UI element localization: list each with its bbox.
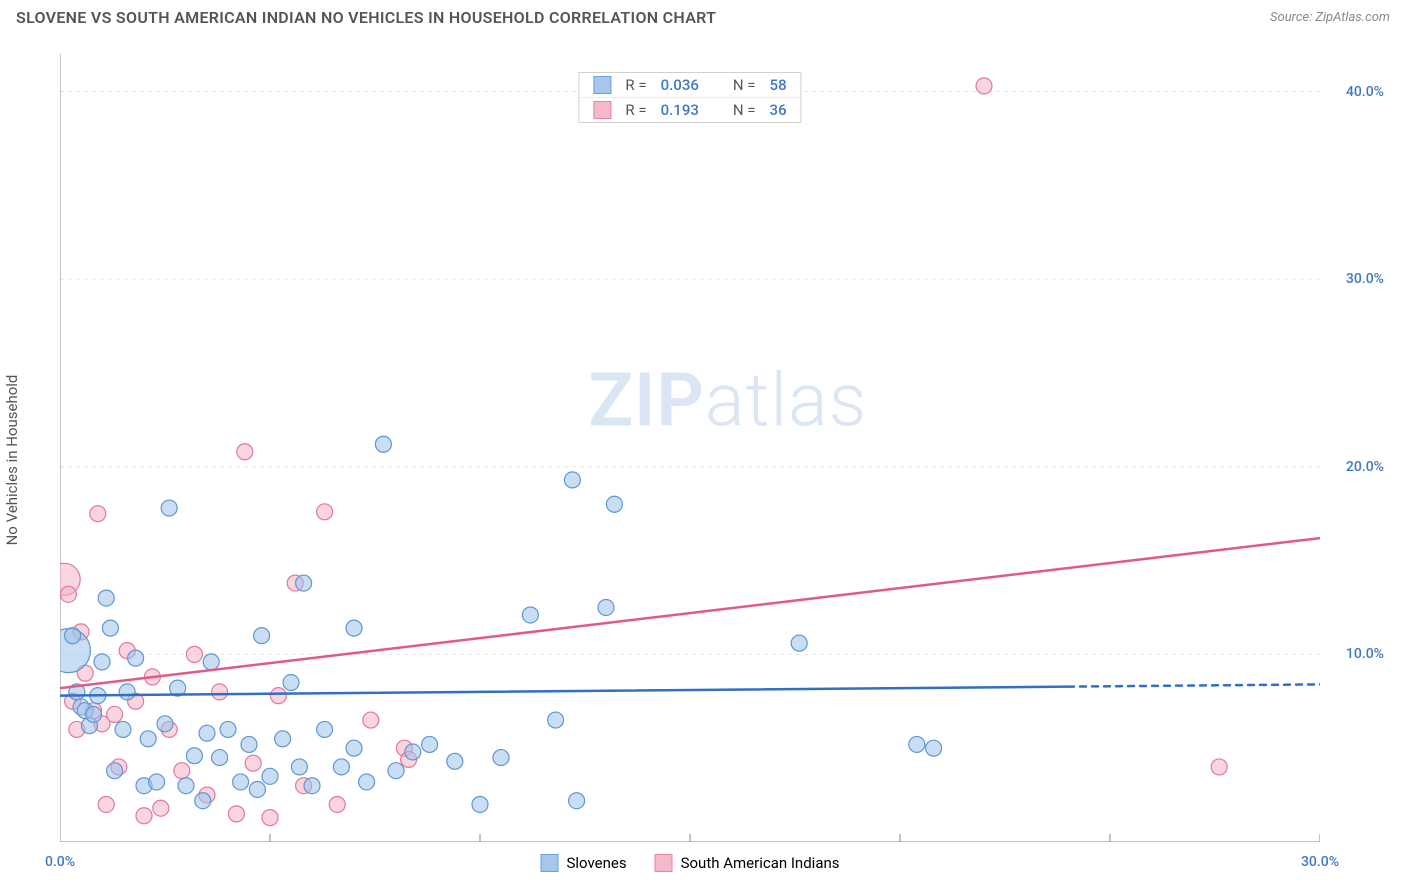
scatter-chart-svg [60, 54, 1320, 842]
legend-label-slovenes: Slovenes [566, 854, 626, 872]
series-legend: Slovenes South American Indians [540, 854, 839, 872]
stats-legend-row-sai: R = 0.193 N = 36 [579, 97, 800, 122]
y-axis-label: No Vehicles in Household [3, 375, 21, 546]
x-tick-label: 30.0% [1301, 854, 1339, 870]
y-tick-label: 20.0% [1346, 459, 1384, 475]
chart-container: No Vehicles in Household ZIPatlas R = 0.… [16, 38, 1390, 882]
legend-item-sai: South American Indians [655, 854, 840, 872]
n-value-slovenes: 58 [770, 76, 787, 94]
r-value-slovenes: 0.036 [661, 76, 699, 94]
legend-item-slovenes: Slovenes [540, 854, 626, 872]
swatch-sai [655, 854, 673, 872]
n-value-sai: 36 [770, 101, 787, 119]
y-tick-label: 10.0% [1346, 646, 1384, 662]
title-bar: SLOVENE VS SOUTH AMERICAN INDIAN NO VEHI… [0, 0, 1406, 33]
stats-legend: R = 0.036 N = 58 R = 0.193 N = 36 [578, 72, 801, 123]
y-tick-label: 40.0% [1346, 84, 1384, 100]
n-label: N = [733, 76, 756, 94]
chart-title: SLOVENE VS SOUTH AMERICAN INDIAN NO VEHI… [16, 8, 716, 27]
y-tick-label: 30.0% [1346, 271, 1384, 287]
stats-legend-row-slovenes: R = 0.036 N = 58 [579, 73, 800, 97]
x-tick-label: 0.0% [45, 854, 75, 870]
n-label: N = [733, 101, 756, 119]
swatch-sai [593, 101, 611, 119]
swatch-slovenes [593, 76, 611, 94]
r-label: R = [625, 76, 646, 94]
r-value-sai: 0.193 [661, 101, 699, 119]
swatch-slovenes [540, 854, 558, 872]
r-label: R = [625, 101, 646, 119]
plot-area: ZIPatlas R = 0.036 N = 58 R = 0.193 N = … [60, 54, 1320, 842]
legend-label-sai: South American Indians [681, 854, 840, 872]
source-attribution: Source: ZipAtlas.com [1270, 10, 1390, 25]
